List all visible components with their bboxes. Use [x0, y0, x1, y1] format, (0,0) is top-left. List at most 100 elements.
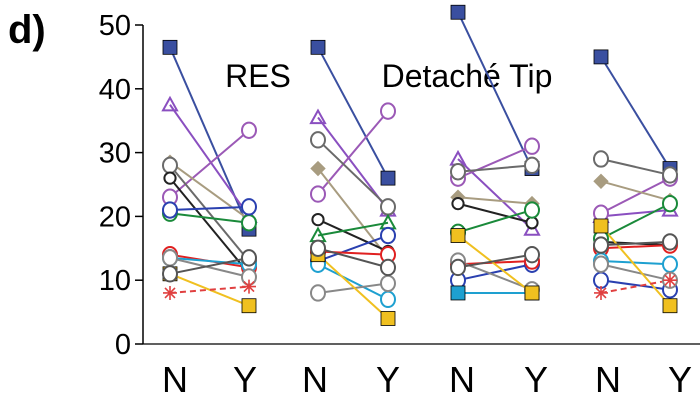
data-point — [162, 249, 178, 267]
series-line — [600, 263, 671, 282]
data-point — [593, 271, 609, 289]
data-point — [241, 214, 257, 232]
data-point — [593, 218, 609, 234]
series-line — [600, 260, 671, 266]
series-line — [317, 253, 389, 320]
data-point — [242, 279, 256, 294]
data-point — [450, 258, 466, 277]
series-line — [169, 161, 250, 221]
data-point — [241, 121, 257, 139]
data-point — [241, 198, 257, 216]
data-point — [310, 185, 326, 203]
series-line — [600, 56, 671, 170]
data-point — [451, 197, 465, 211]
data-point — [525, 216, 539, 230]
series-line — [317, 139, 389, 208]
series-line — [169, 104, 250, 217]
data-point — [310, 131, 326, 149]
data-point — [593, 236, 609, 254]
data-point — [594, 285, 608, 300]
data-point — [662, 255, 678, 273]
data-point — [524, 156, 540, 175]
data-point — [380, 102, 396, 120]
data-point — [523, 220, 541, 236]
series-line — [169, 256, 250, 275]
series-line — [600, 158, 671, 176]
series-line — [169, 177, 250, 275]
x-tick-label: N — [595, 359, 621, 400]
data-point — [449, 149, 467, 166]
x-tick-label: Y — [524, 359, 548, 400]
data-point — [524, 137, 540, 155]
y-tick-label: 40 — [99, 74, 131, 106]
data-point — [380, 226, 396, 245]
data-point — [162, 39, 178, 55]
series-line — [317, 218, 389, 253]
data-point — [310, 239, 326, 258]
data-point — [662, 298, 678, 314]
data-point — [162, 265, 178, 283]
data-point — [310, 284, 326, 302]
series-line — [457, 164, 533, 173]
data-point — [163, 171, 177, 185]
data-point — [593, 255, 609, 273]
series-line — [317, 110, 389, 195]
series-line — [169, 256, 250, 278]
data-point — [380, 198, 396, 216]
y-tick-label: 20 — [99, 201, 131, 233]
x-tick-label: N — [302, 359, 328, 400]
series-line — [317, 234, 389, 262]
data-point — [310, 39, 326, 55]
series-line — [600, 244, 671, 250]
series-line — [169, 164, 250, 262]
chart-annotation: RES — [225, 58, 291, 94]
data-point — [380, 290, 396, 309]
data-point — [309, 108, 327, 125]
data-point — [162, 156, 178, 175]
data-point — [663, 273, 677, 288]
data-point — [450, 285, 466, 301]
series-line — [600, 202, 671, 240]
x-tick-label: N — [162, 359, 188, 400]
data-point — [163, 285, 177, 300]
series-line — [169, 285, 250, 294]
series-line — [317, 263, 389, 301]
data-point — [241, 298, 257, 314]
series-line — [600, 209, 671, 218]
data-point — [380, 258, 396, 277]
y-tick-label: 30 — [99, 138, 131, 170]
series-line — [457, 260, 533, 266]
series-line — [457, 11, 533, 169]
series-line — [600, 279, 671, 294]
data-point — [450, 163, 466, 181]
data-point — [593, 49, 609, 65]
panel-label: d) — [8, 8, 46, 52]
data-point — [593, 150, 609, 168]
data-point — [593, 173, 609, 190]
series-line — [317, 282, 389, 294]
series-line — [457, 253, 533, 269]
series-line — [169, 212, 250, 224]
y-tick-label: 0 — [115, 329, 131, 361]
x-tick-label: Y — [376, 359, 400, 400]
data-point — [380, 274, 396, 293]
series-line — [169, 205, 250, 212]
data-point — [524, 245, 540, 264]
series-line — [457, 263, 533, 282]
x-tick-label: Y — [668, 359, 692, 400]
series-line — [600, 180, 671, 202]
data-point — [450, 4, 466, 20]
series-line — [169, 129, 250, 199]
data-point — [662, 194, 678, 213]
data-point — [380, 311, 396, 326]
series-line — [169, 256, 250, 266]
series-line — [600, 177, 671, 215]
data-point — [662, 233, 678, 251]
series-line — [317, 247, 389, 269]
data-point — [524, 201, 540, 219]
data-point — [380, 170, 396, 186]
series-line — [457, 234, 533, 294]
series-line — [600, 225, 671, 307]
series-line — [169, 272, 250, 307]
